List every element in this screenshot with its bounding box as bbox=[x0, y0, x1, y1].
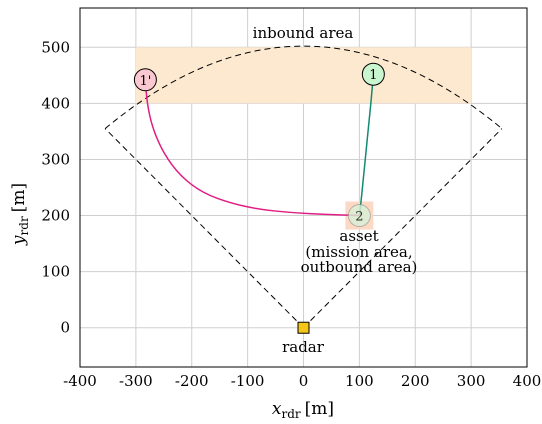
asset-label-line-2: (mission area, bbox=[305, 243, 412, 261]
start-marker-1 bbox=[361, 62, 385, 86]
x-axis-label-main: x bbox=[272, 399, 282, 419]
x-axis-label-unit: [m] bbox=[305, 399, 334, 419]
trajectory-1 bbox=[358, 74, 375, 216]
coverage-left-edge bbox=[104, 128, 304, 329]
points-group: 1 1' 2 bbox=[133, 62, 385, 334]
radar-label: radar bbox=[282, 338, 325, 356]
plot-frame bbox=[79, 7, 528, 368]
y-tick-label: 500 bbox=[41, 38, 70, 56]
series-group bbox=[144, 74, 375, 217]
y-axis-label-main: y bbox=[9, 235, 29, 246]
asset-label-line-3: outbound area) bbox=[301, 258, 418, 276]
y-axis-label-unit: [m] bbox=[9, 183, 29, 212]
x-tick-label: -100 bbox=[231, 372, 265, 390]
inbound-area-label: inbound area bbox=[253, 24, 354, 42]
x-tick-label: 300 bbox=[457, 372, 486, 390]
y-axis-label-sub: rdr bbox=[17, 216, 31, 235]
radar-marker bbox=[297, 321, 310, 334]
asset-label-line-1: asset bbox=[339, 227, 378, 245]
inbound-area-region bbox=[135, 47, 472, 104]
x-tick-label: 200 bbox=[401, 372, 430, 390]
y-tick-label: 300 bbox=[41, 150, 70, 168]
x-tick-label: 100 bbox=[345, 372, 374, 390]
asset-marker bbox=[347, 204, 371, 227]
x-axis-label-sub: rdr bbox=[282, 407, 301, 421]
regions bbox=[135, 47, 472, 230]
x-tick-label: 0 bbox=[299, 372, 309, 390]
radar-coverage bbox=[104, 45, 503, 329]
y-tick-label: 0 bbox=[60, 319, 70, 337]
x-tick-label: -200 bbox=[175, 372, 209, 390]
x-tick-label: -400 bbox=[63, 372, 97, 390]
asset-marker-label: 2 bbox=[355, 210, 363, 225]
start-marker-2 bbox=[133, 68, 157, 92]
y-axis-label: yrdr [m] bbox=[9, 183, 31, 246]
y-tick-label: 200 bbox=[41, 207, 70, 225]
coverage-arc bbox=[104, 45, 503, 129]
coverage-right-edge bbox=[303, 128, 503, 329]
trajectory-2 bbox=[144, 79, 360, 217]
y-tick-label: 100 bbox=[41, 263, 70, 281]
x-axis-label: xrdr [m] bbox=[272, 399, 334, 421]
tick-labels: -400 -300 -200 -100 0 100 200 300 400 0 100 200 300 4… bbox=[41, 38, 541, 390]
x-tick-label: -300 bbox=[119, 372, 153, 390]
y-tick-label: 400 bbox=[41, 94, 70, 112]
start-marker-label-1: 1 bbox=[369, 68, 377, 83]
x-tick-label: 400 bbox=[513, 372, 542, 390]
start-marker-label-2: 1' bbox=[139, 74, 151, 89]
